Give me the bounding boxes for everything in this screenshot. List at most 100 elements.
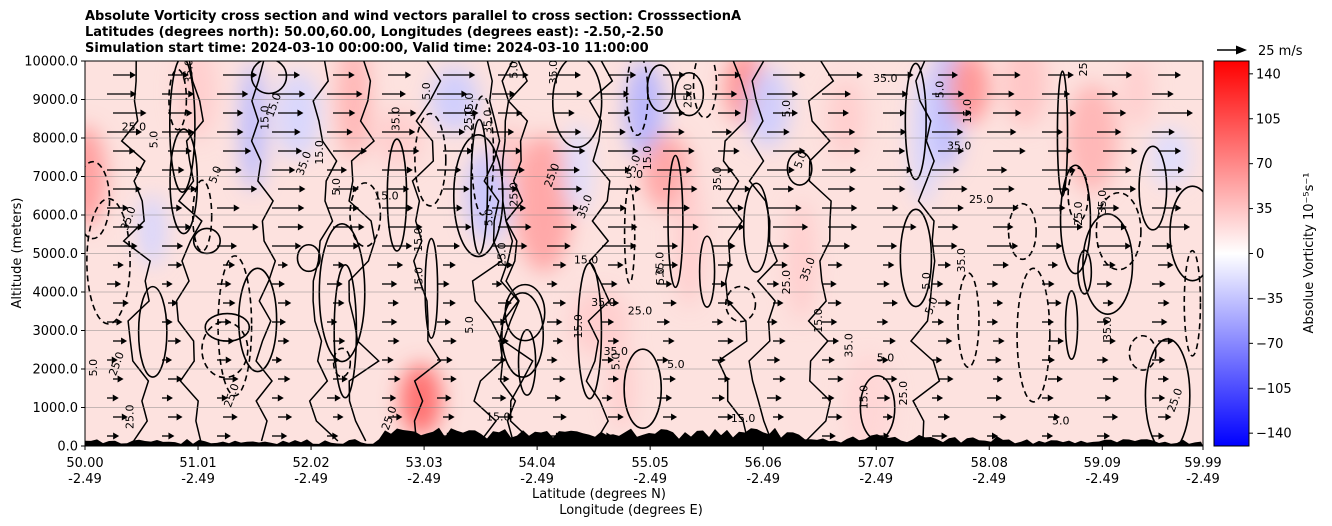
contour-label-62: 15.0 (731, 412, 756, 425)
contour-line-26 (1064, 290, 1079, 360)
wind-arrow-head-244 (353, 204, 360, 212)
contour-line-53 (623, 184, 636, 285)
wind-arrow-head-145 (392, 299, 399, 307)
wind-arrow-head-178 (1106, 280, 1113, 288)
wind-arrow-head-267 (512, 185, 519, 193)
wind-arrow-head-323 (294, 128, 301, 136)
wind-arrow-head-139 (1161, 318, 1168, 326)
x-tick-lon-10: -2.49 (1186, 472, 1220, 487)
x-tick-lat-6: 56.06 (745, 456, 782, 471)
contour-label-12: 5.0 (206, 164, 224, 185)
wind-arrow-head-123 (280, 318, 287, 326)
contour-label-54: 35.0 (947, 139, 972, 152)
wind-arrow-head-305 (413, 147, 420, 155)
wind-arrow-head-202 (231, 242, 238, 250)
y-tick-label-2: 2000.0 (33, 363, 79, 378)
wind-arrow-head-327 (508, 128, 515, 136)
contour-line-24 (551, 61, 603, 149)
wind-arrow-head-129 (608, 318, 615, 326)
wind-arrow-head-387 (522, 71, 529, 79)
contour-label-1: 35.0 (604, 345, 629, 358)
wind-arrow-head-42 (221, 394, 228, 402)
wind-arrow-head-162 (225, 280, 232, 288)
wind-arrow-head-151 (727, 299, 734, 307)
wind-arrow-head-190 (672, 261, 679, 269)
x-tick-lat-5: 55.05 (632, 456, 669, 471)
wind-arrow-head-283 (289, 166, 296, 174)
wind-arrow-head-124 (331, 318, 338, 326)
wind-arrow-head-337 (1057, 128, 1064, 136)
wind-arrow-head-275 (961, 185, 968, 193)
wind-arrow-head-291 (727, 166, 734, 174)
wind-arrow-head-66 (450, 375, 457, 383)
contour-label-45: 5.0 (330, 178, 343, 196)
wind-arrow-head-394 (907, 71, 914, 79)
wind-arrow-head-107 (502, 337, 509, 345)
wind-arrow-head-288 (573, 166, 580, 174)
wind-arrow-head-218 (1125, 242, 1132, 250)
wind-arrow-head-338 (1115, 128, 1122, 136)
wind-arrow-head-301 (185, 147, 192, 155)
wind-arrow-head-176 (992, 280, 999, 288)
wind-arrow-head-86 (446, 356, 453, 364)
wind-arrow-head-372 (792, 90, 799, 98)
wind-arrow-head-157 (1055, 299, 1062, 307)
contour-trace-8 (909, 61, 941, 442)
contour-label-69: 5.0 (667, 358, 685, 371)
wind-arrow-head-361 (188, 90, 195, 98)
wind-arrow-head-322 (237, 128, 244, 136)
wind-arrow-head-354 (899, 109, 906, 117)
vorticity-blob-14 (625, 61, 665, 161)
wind-arrow-head-248 (572, 204, 579, 212)
wind-arrow-head-236 (1007, 223, 1014, 231)
wind-arrow-head-389 (630, 71, 637, 79)
colorbar-tick-label-5: −35 (1256, 292, 1283, 307)
wind-arrow-head-201 (177, 242, 184, 250)
wind-arrow-head-370 (686, 90, 693, 98)
wind-arrow-head-316 (1019, 147, 1026, 155)
wind-arrow-head-304 (361, 147, 368, 155)
contour-line-1 (1007, 202, 1037, 261)
contour-label-50: 25.0 (508, 182, 521, 207)
wind-arrow-head-366 (461, 90, 468, 98)
wind-arrow-head-329 (619, 128, 626, 136)
wind-arrow-head-70 (669, 375, 676, 383)
y-tick-label-6: 6000.0 (33, 209, 79, 224)
y-axis-label: Altitude (meters) (10, 198, 25, 309)
wind-arrow-head-229 (631, 223, 638, 231)
wind-arrow-head-194 (888, 261, 895, 269)
wind-arrow-head-186 (449, 261, 456, 269)
wind-arrow-head-78 (1112, 375, 1119, 383)
wind-arrow-head-289 (624, 166, 631, 174)
wind-arrow-head-137 (1047, 318, 1054, 326)
x-tick-lat-0: 50.00 (66, 456, 103, 471)
wind-arrow-head-102 (228, 337, 235, 345)
wind-arrow-head-216 (1012, 242, 1019, 250)
colorbar-tick-label-2: 70 (1256, 157, 1273, 172)
vorticity-blob-11 (514, 134, 573, 273)
wind-arrow-head-189 (617, 261, 624, 269)
wind-arrow-head-81 (166, 356, 173, 364)
wind-arrow-head-274 (899, 185, 906, 193)
wind-arrow-head-125 (391, 318, 398, 326)
wind-arrow-head-232 (802, 223, 809, 231)
contour-label-4: 35.0 (591, 296, 616, 309)
contour-trace-2 (585, 61, 614, 442)
vorticity-blob-24 (1002, 61, 1048, 128)
x-tick-lat-2: 52.02 (292, 456, 329, 471)
wind-arrow-head-296 (1001, 166, 1008, 174)
contour-line-51 (414, 112, 447, 207)
wind-arrow-head-135 (938, 318, 945, 326)
contour-label-14: 5.0 (920, 272, 933, 290)
wind-arrow-head-317 (1066, 147, 1073, 155)
wind-arrow-head-211 (729, 242, 736, 250)
wind-arrow-head-90 (662, 356, 669, 364)
wind-arrow-head-396 (1014, 71, 1021, 79)
wind-arrow-head-352 (792, 109, 799, 117)
wind-arrow-head-111 (727, 337, 734, 345)
wind-arrow-head-16 (992, 432, 999, 440)
wind-arrow-head-168 (551, 280, 558, 288)
contour-label-36: 15.0 (486, 411, 511, 424)
contour-line-20 (667, 154, 684, 289)
wind-arrow-head-399 (1175, 71, 1182, 79)
